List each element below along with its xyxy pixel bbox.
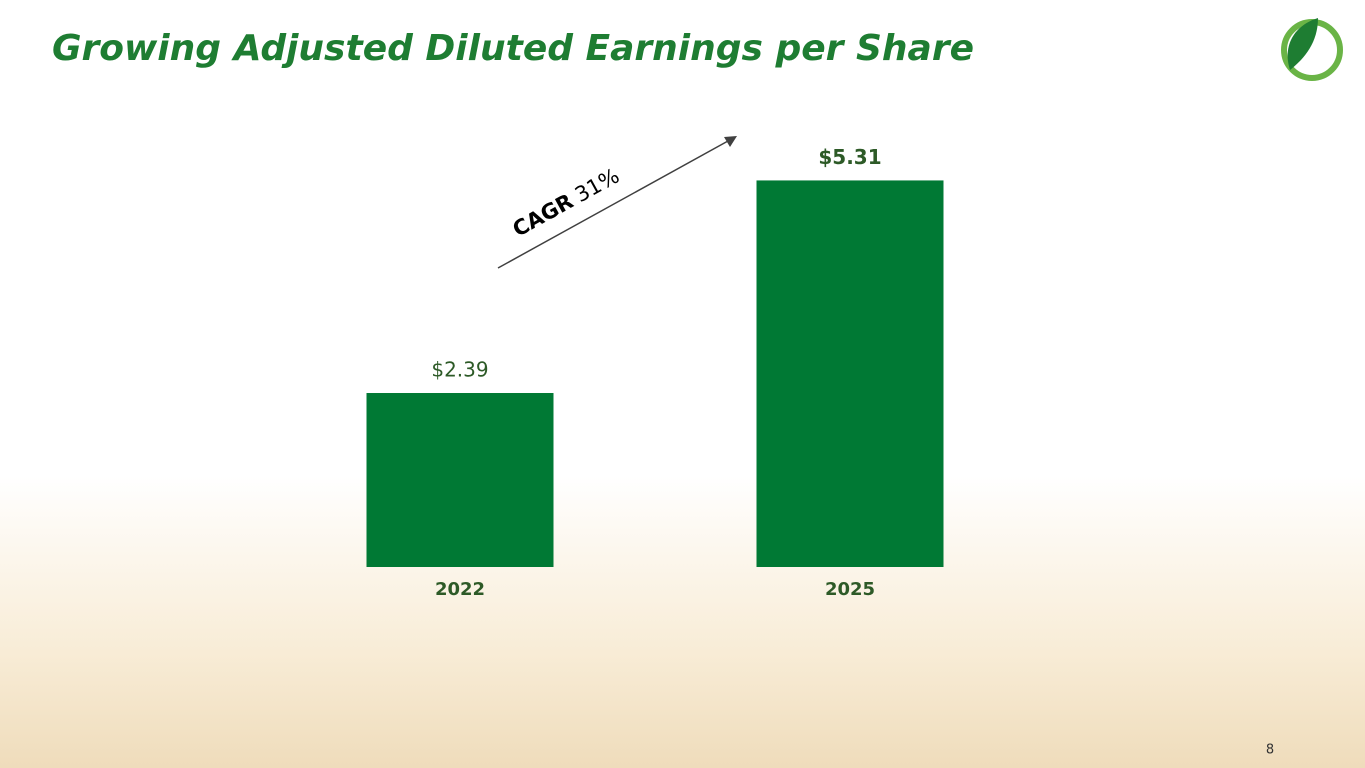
x-tick-label: 2025 [825,579,875,600]
bar [756,180,944,567]
bar [366,393,554,567]
logo [1281,18,1343,81]
page-number: 8 [1266,743,1274,758]
arrow-head [724,136,737,147]
value-label: $5.31 [818,145,881,169]
value-label: $2.39 [431,358,488,382]
x-tick-label: 2022 [435,579,485,600]
arrow-line [497,140,729,269]
slide-title: Growing Adjusted Diluted Earnings per Sh… [52,28,974,69]
